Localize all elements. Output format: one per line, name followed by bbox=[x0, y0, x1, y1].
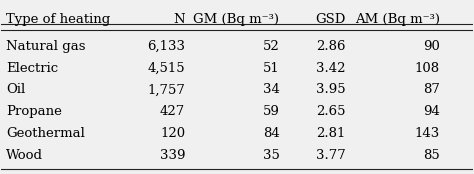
Text: GSD: GSD bbox=[315, 13, 346, 26]
Text: 4,515: 4,515 bbox=[147, 62, 185, 75]
Text: AM (Bq m⁻³): AM (Bq m⁻³) bbox=[355, 13, 439, 26]
Text: 427: 427 bbox=[160, 105, 185, 118]
Text: 3.95: 3.95 bbox=[316, 83, 346, 96]
Text: 51: 51 bbox=[263, 62, 279, 75]
Text: 2.81: 2.81 bbox=[316, 127, 346, 140]
Text: 84: 84 bbox=[263, 127, 279, 140]
Text: Geothermal: Geothermal bbox=[6, 127, 85, 140]
Text: 3.42: 3.42 bbox=[316, 62, 346, 75]
Text: Wood: Wood bbox=[6, 149, 43, 162]
Text: N: N bbox=[173, 13, 185, 26]
Text: 2.86: 2.86 bbox=[316, 40, 346, 53]
Text: 87: 87 bbox=[423, 83, 439, 96]
Text: 339: 339 bbox=[160, 149, 185, 162]
Text: 52: 52 bbox=[263, 40, 279, 53]
Text: Propane: Propane bbox=[6, 105, 62, 118]
Text: 35: 35 bbox=[263, 149, 279, 162]
Text: 85: 85 bbox=[423, 149, 439, 162]
Text: 108: 108 bbox=[414, 62, 439, 75]
Text: 2.65: 2.65 bbox=[316, 105, 346, 118]
Text: Natural gas: Natural gas bbox=[6, 40, 86, 53]
Text: 120: 120 bbox=[160, 127, 185, 140]
Text: 1,757: 1,757 bbox=[147, 83, 185, 96]
Text: 59: 59 bbox=[263, 105, 279, 118]
Text: GM (Bq m⁻³): GM (Bq m⁻³) bbox=[193, 13, 279, 26]
Text: 6,133: 6,133 bbox=[147, 40, 185, 53]
Text: 3.77: 3.77 bbox=[316, 149, 346, 162]
Text: 90: 90 bbox=[423, 40, 439, 53]
Text: 143: 143 bbox=[414, 127, 439, 140]
Text: Electric: Electric bbox=[6, 62, 58, 75]
Text: 94: 94 bbox=[423, 105, 439, 118]
Text: Type of heating: Type of heating bbox=[6, 13, 110, 26]
Text: Oil: Oil bbox=[6, 83, 25, 96]
Text: 34: 34 bbox=[263, 83, 279, 96]
